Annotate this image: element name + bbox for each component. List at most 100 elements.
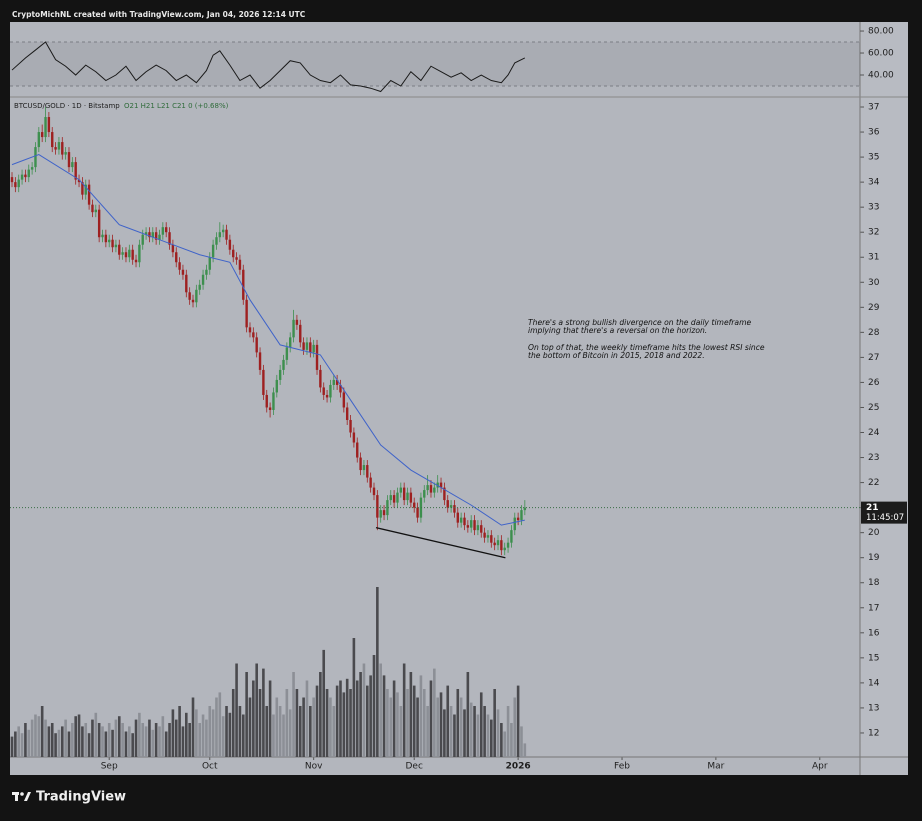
candle-body [185, 274, 188, 293]
candle-body [369, 477, 372, 488]
candle-body [258, 352, 262, 370]
volume-bar [161, 716, 165, 757]
volume-bar [221, 716, 225, 757]
volume-bar [14, 731, 17, 757]
volume-bar [211, 709, 215, 757]
candle-body [84, 184, 87, 195]
candle-body [379, 510, 382, 518]
volume-bar [188, 723, 191, 757]
candle-body [101, 234, 104, 238]
header: CryptoMichNL created with TradingView.co… [12, 10, 306, 19]
candle-body [513, 517, 516, 531]
candle-body [496, 540, 500, 546]
volume-bar [282, 714, 285, 757]
candle-body [235, 257, 238, 260]
volume-bar [87, 733, 91, 757]
volume-bar [339, 680, 342, 757]
volume-bar [476, 714, 480, 757]
candle-body [14, 182, 17, 188]
candle-body [108, 239, 111, 243]
volume-bar [20, 733, 24, 757]
candle-body [483, 532, 486, 538]
volume-bar [84, 723, 88, 757]
volume-bar [168, 723, 171, 757]
volume-bar [352, 638, 356, 757]
volume-bar [228, 712, 232, 757]
volume-bar [372, 655, 376, 757]
candle-body [359, 457, 362, 471]
candle-body [211, 244, 215, 258]
volume-bar [191, 697, 195, 757]
candle-body [399, 487, 403, 493]
y-tick-label: 40.00 [868, 71, 894, 81]
volume-bar [268, 680, 272, 757]
y-tick-label: 30 [868, 278, 880, 288]
candle-body [238, 259, 242, 270]
candle-body [325, 394, 329, 398]
line [11, 41, 526, 93]
candle-body [416, 507, 419, 518]
volume-bar [506, 706, 510, 757]
volume-bar [111, 729, 114, 757]
candle-body [27, 169, 30, 178]
volume-bar [523, 743, 527, 757]
volume-bar [262, 668, 265, 757]
price-axis-bg [860, 22, 908, 775]
volume-bar [516, 685, 520, 757]
candle-body [71, 162, 74, 168]
candle-body [81, 182, 84, 195]
candle-body [114, 244, 118, 248]
candle-body [57, 142, 61, 150]
ohlc-legend: O21 H21 L21 C21 0 (+0.68%) [124, 102, 229, 110]
candle-body [154, 232, 158, 240]
candle-body [356, 442, 359, 458]
candle-body [510, 530, 513, 543]
candle-body [305, 342, 309, 350]
volume-bar [245, 672, 248, 757]
volume-bar [295, 689, 299, 757]
candle-body [392, 495, 396, 503]
volume-bar [362, 663, 366, 757]
candle-body [77, 179, 81, 183]
candle-body [332, 379, 335, 385]
y-tick-label: 13 [868, 703, 879, 713]
y-tick-label: 14 [868, 678, 880, 688]
volume-bar [416, 697, 419, 757]
volume-bar [483, 706, 486, 757]
candle-body [168, 232, 171, 245]
candle-body [366, 465, 369, 478]
candle-body [453, 505, 456, 513]
volume-bar [389, 697, 393, 757]
candle-body [520, 510, 523, 521]
volume-bar [315, 685, 319, 757]
volume-bar [298, 706, 302, 757]
volume-bar [235, 663, 238, 757]
candle-body [255, 337, 258, 353]
volume-bar [345, 678, 349, 757]
candle-body [319, 369, 322, 388]
volume-bar [429, 680, 433, 757]
volume-bar [185, 712, 188, 757]
candle-body [104, 234, 108, 243]
candle-body [272, 392, 275, 410]
y-tick-label: 12 [868, 728, 879, 738]
candle-body [503, 547, 506, 551]
candle-body [74, 162, 77, 180]
volume-bar [379, 663, 383, 757]
candle-body [446, 500, 449, 508]
candle-body [456, 512, 459, 523]
x-tick-label: Mar [707, 762, 724, 772]
volume-bar [30, 719, 34, 757]
rsi-band-fill [10, 42, 860, 87]
volume-bar [412, 685, 416, 757]
candle-body [386, 500, 389, 516]
y-tick-label: 32 [868, 228, 879, 238]
candle-body [409, 492, 413, 503]
x-tick-label: Feb [614, 762, 630, 772]
volume-bar [309, 706, 312, 757]
candle-body [302, 342, 305, 350]
volume-bar [44, 719, 47, 757]
volume-bar [349, 689, 352, 757]
volume-bar [241, 714, 245, 757]
candle-body [466, 525, 470, 528]
